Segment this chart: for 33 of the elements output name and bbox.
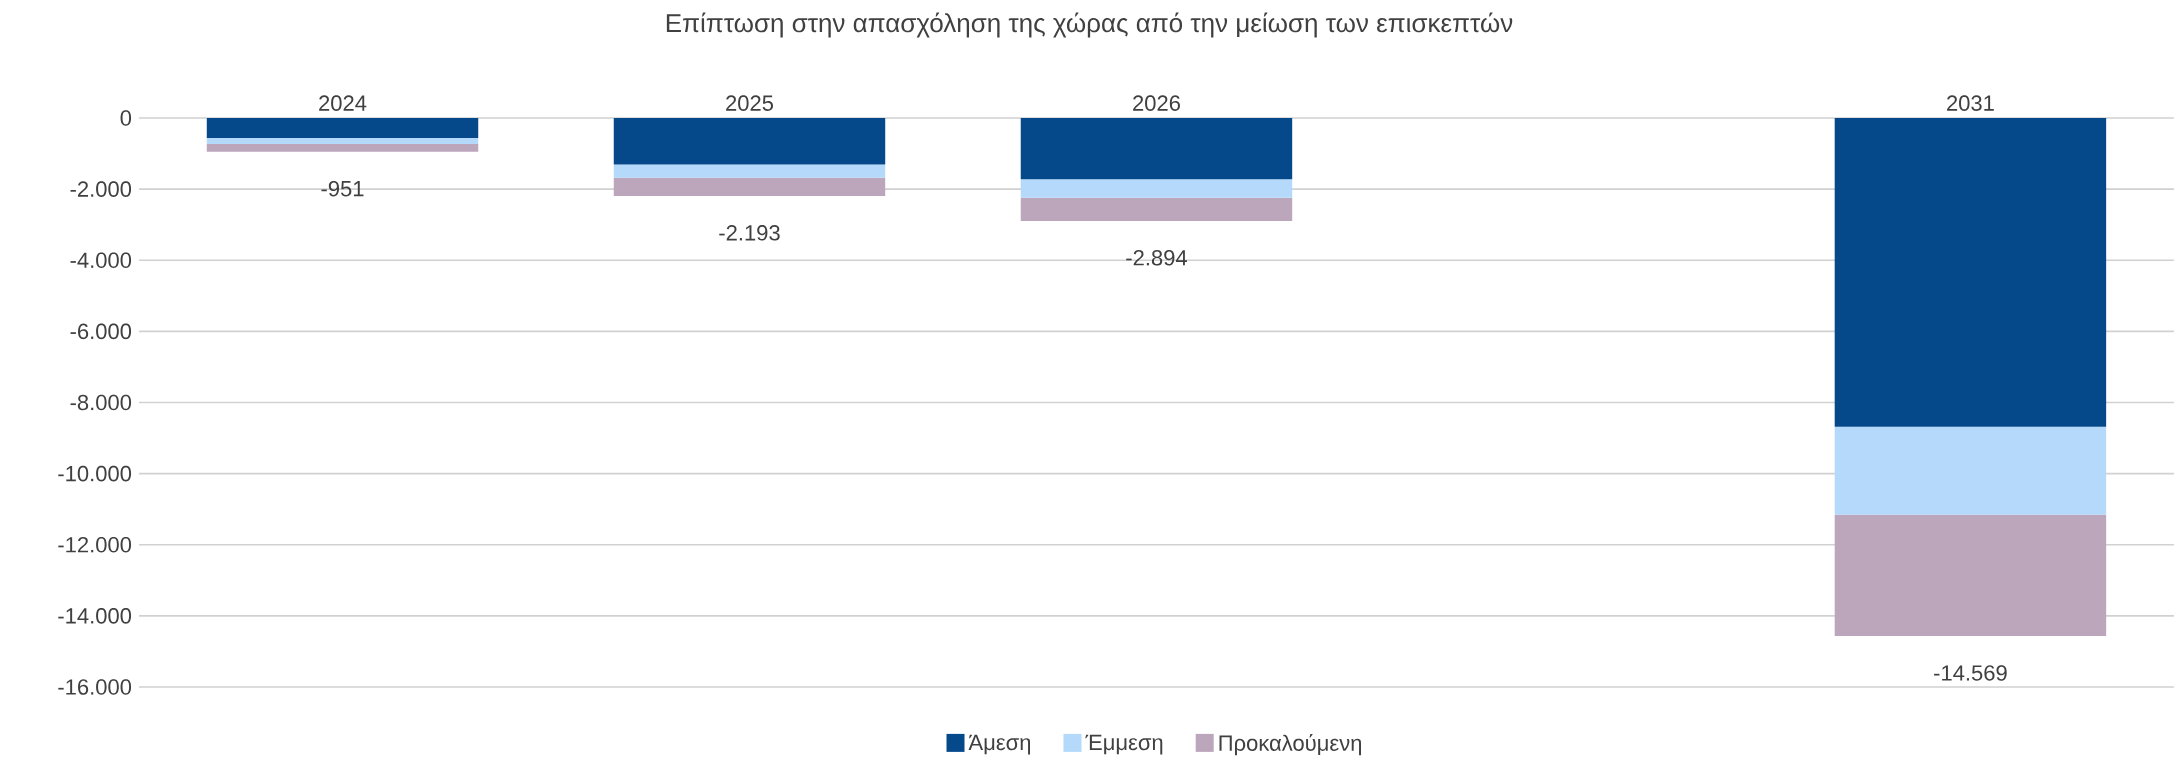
y-tick-label: 0 bbox=[120, 110, 132, 126]
total-label: -14.569 bbox=[1934, 665, 2007, 681]
y-tick-label: -12.000 bbox=[58, 537, 132, 553]
bar bbox=[1834, 426, 2107, 516]
y-tick-label: -2.000 bbox=[70, 181, 132, 198]
bar bbox=[1020, 179, 1293, 198]
bar bbox=[206, 138, 479, 145]
legend-label: Έμμεση bbox=[1085, 734, 1163, 755]
bar bbox=[206, 144, 479, 152]
y-tick-label: -14.000 bbox=[58, 608, 132, 624]
bar bbox=[613, 164, 886, 178]
y-tick-label: -16.000 bbox=[58, 679, 132, 695]
x-tick-label: 2024 bbox=[319, 95, 367, 112]
chart-title: Επίπτωση στην απασχόληση της χώρας από την μείωση των επισκεπτών bbox=[666, 12, 1513, 38]
total-label: -2.894 bbox=[1126, 250, 1187, 266]
x-tick-label: 2031 bbox=[1947, 95, 1994, 112]
y-tick-label: -8.000 bbox=[70, 394, 132, 411]
bar bbox=[1020, 197, 1293, 222]
bar bbox=[1834, 515, 2107, 637]
legend-label: Άμεση bbox=[968, 734, 1031, 755]
bar bbox=[613, 118, 886, 165]
bar bbox=[1020, 118, 1293, 180]
legend-label: Προκαλούμενη bbox=[1219, 734, 1361, 756]
y-tick-label: -6.000 bbox=[70, 323, 132, 340]
total-label: -2.193 bbox=[719, 225, 780, 241]
total-label: -951 bbox=[321, 181, 364, 197]
bar bbox=[613, 177, 886, 197]
y-tick-label: -4.000 bbox=[70, 252, 132, 269]
bar bbox=[1834, 118, 2107, 427]
x-tick-label: 2026 bbox=[1133, 95, 1180, 112]
x-tick-label: 2025 bbox=[726, 95, 774, 112]
y-tick-label: -10.000 bbox=[58, 466, 132, 482]
bar bbox=[206, 118, 479, 139]
